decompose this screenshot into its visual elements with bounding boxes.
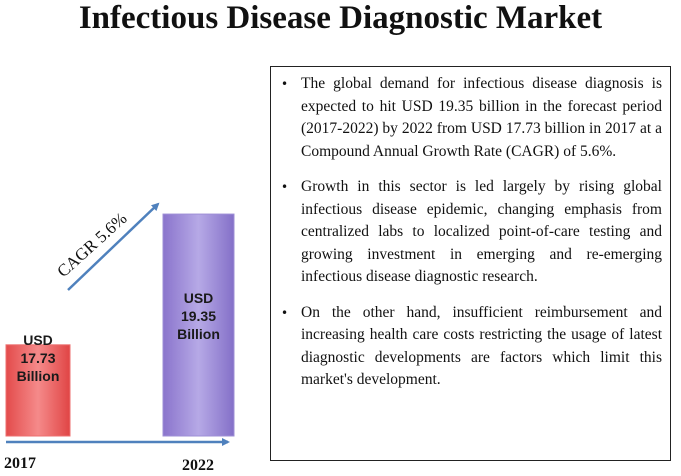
growth-arrow [67, 202, 160, 291]
chart-canvas [5, 202, 235, 446]
bullet-icon: • [281, 77, 289, 91]
bar-data-label-2017: USD 17.73 Billion [16, 332, 60, 384]
bullet-item: • On the other hand, insufficient reimbur… [281, 303, 662, 389]
summary-text-box: • The global demand for infectious diseas… [270, 66, 671, 461]
page-title: Infectious Disease Diagnostic Market [78, 0, 603, 36]
bullet-item: • The global demand for infectious diseas… [281, 75, 662, 160]
bar-data-label-2022: USD 19.35 Billion [177, 290, 220, 342]
bullet-icon: • [281, 180, 289, 194]
bullet-item: • Growth in this sector is led largely by… [281, 178, 662, 285]
x-tick-label-2022: 2022 [182, 457, 214, 474]
bullet-icon: • [281, 305, 289, 320]
x-tick-label-2017: 2017 [4, 455, 36, 472]
market-growth-chart: CAGR 5.6% USD 17.73 Billion USD 19.35 Bi… [0, 195, 262, 476]
bar-2022 [162, 213, 235, 437]
bar-2017 [5, 344, 71, 437]
